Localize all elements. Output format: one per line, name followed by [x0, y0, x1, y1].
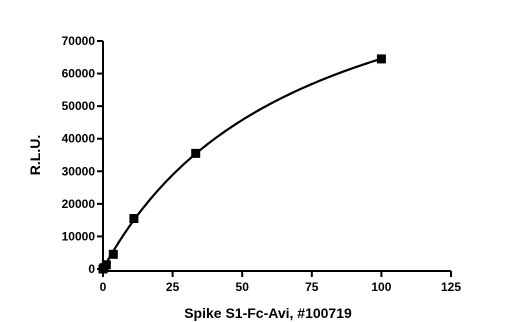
- data-point: [191, 148, 201, 158]
- data-point: [101, 260, 111, 270]
- data-point: [129, 214, 139, 224]
- x-tick-label: 50: [236, 280, 250, 294]
- y-tick-label: 10000: [62, 229, 96, 243]
- y-tick-label: 0: [88, 262, 95, 276]
- x-tick-label: 125: [441, 280, 461, 294]
- y-axis-title: R.L.U.: [27, 135, 43, 175]
- x-tick-label: 75: [305, 280, 319, 294]
- fit-curve-line: [102, 57, 382, 270]
- y-tick-label: 50000: [62, 99, 96, 113]
- x-tick-label: 0: [100, 280, 107, 294]
- y-tick-label: 70000: [62, 34, 96, 48]
- x-axis-title: Spike S1-Fc-Avi, #100719: [184, 305, 352, 321]
- y-tick-label: 40000: [62, 132, 96, 146]
- x-tick-label: 25: [166, 280, 180, 294]
- x-tick-label: 100: [371, 280, 391, 294]
- data-point: [376, 54, 386, 64]
- y-tick-label: 20000: [62, 197, 96, 211]
- data-point: [108, 249, 118, 259]
- plot-area: 0 10000 20000 30000 40000 50000 60000 70000 0 25 5…: [62, 34, 462, 294]
- y-tick-label: 60000: [62, 67, 96, 81]
- y-tick-label: 30000: [62, 164, 96, 178]
